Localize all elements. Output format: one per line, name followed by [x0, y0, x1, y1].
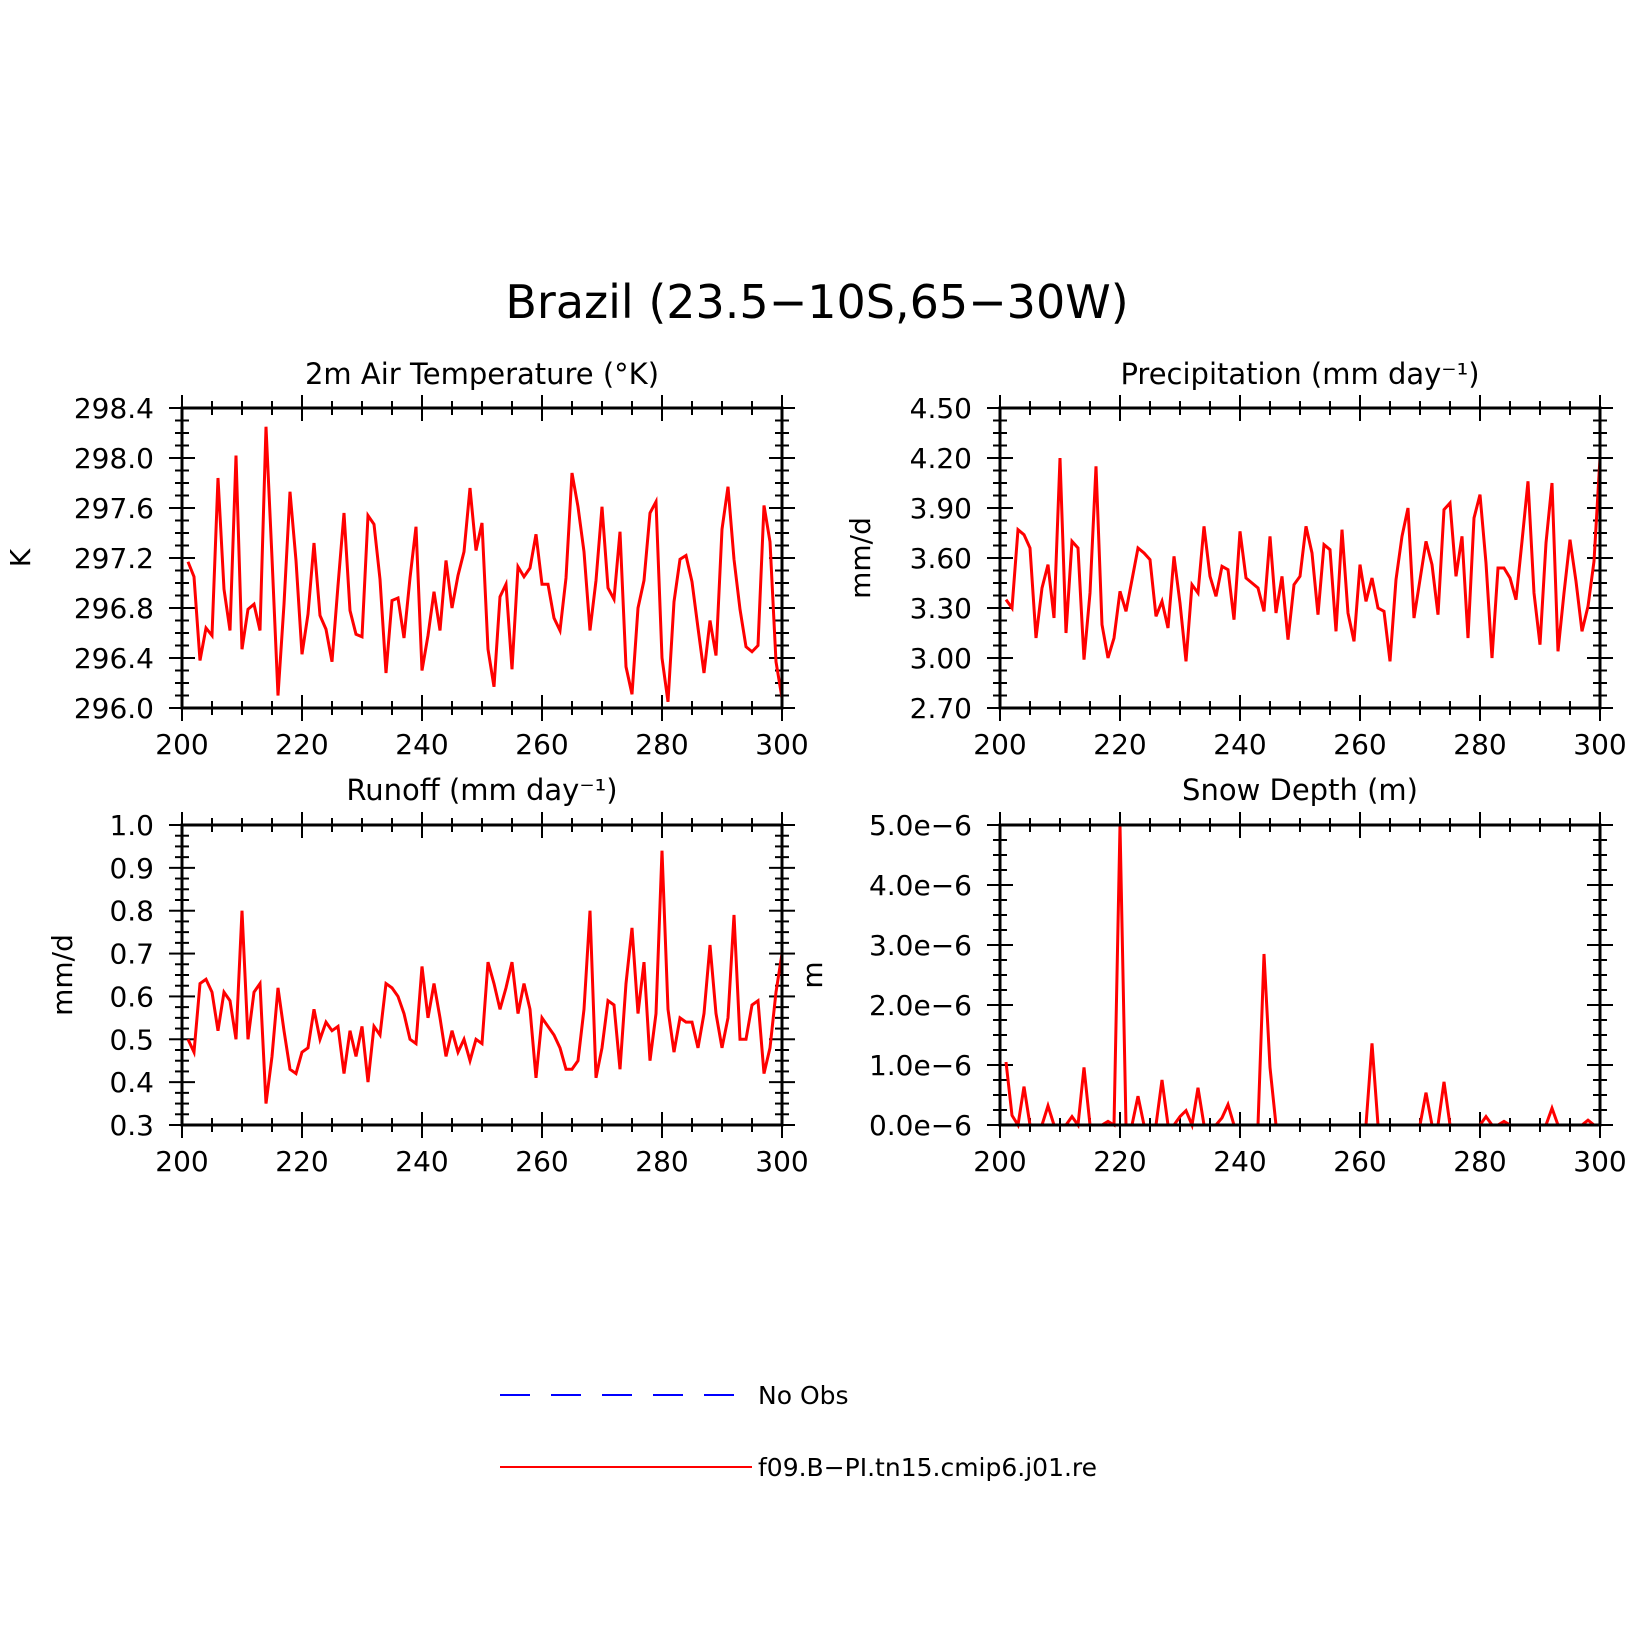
x-tick-label: 240	[1213, 728, 1266, 761]
y-tick-label: 3.90	[910, 492, 972, 525]
x-tick-label: 200	[973, 728, 1026, 761]
y-tick-label: 296.4	[74, 642, 154, 675]
panel-snow-depth: Snow Depth (m) m 200 220 240 260 280 300 0.0e−6 1…	[796, 773, 1627, 1178]
y-tick-label: 3.60	[910, 542, 972, 575]
y-tick-label: 0.9	[109, 852, 154, 885]
x-tick-label: 200	[973, 1145, 1026, 1178]
x-tick-label: 260	[1333, 1145, 1386, 1178]
panel-title: Runoff (mm day⁻¹)	[346, 773, 617, 807]
y-tick-label: 4.20	[910, 442, 972, 475]
y-tick-label: 1.0	[109, 809, 154, 842]
y-axis-label: mm/d	[46, 934, 79, 1016]
y-tick-label: 1.0e−6	[869, 1049, 972, 1082]
x-tick-label: 220	[1093, 1145, 1146, 1178]
x-tick-label: 280	[1453, 728, 1506, 761]
y-tick-label: 297.6	[74, 492, 154, 525]
x-tick-label: 240	[395, 1145, 448, 1178]
x-tick-label: 300	[755, 1145, 808, 1178]
y-tick-label: 296.8	[74, 592, 154, 625]
y-tick-label: 4.0e−6	[869, 869, 972, 902]
y-tick-label: 2.70	[910, 692, 972, 725]
panel-runoff: Runoff (mm day⁻¹) mm/d 200 220 240 260 280 300 0…	[46, 773, 809, 1178]
x-tick-label: 240	[1213, 1145, 1266, 1178]
y-tick-label: 0.6	[109, 980, 154, 1013]
x-tick-label: 280	[635, 728, 688, 761]
y-tick-label: 3.30	[910, 592, 972, 625]
y-axis-label: mm/d	[844, 517, 877, 599]
x-tick-label: 200	[155, 1145, 208, 1178]
panel-precipitation: Precipitation (mm day⁻¹) mm/d 200 220 240 260…	[844, 357, 1627, 761]
x-tick-label: 280	[1453, 1145, 1506, 1178]
x-tick-label: 300	[755, 728, 808, 761]
x-tick-label: 220	[275, 728, 328, 761]
y-tick-label: 2.0e−6	[869, 989, 972, 1022]
y-tick-label: 298.0	[74, 442, 154, 475]
y-axis-label: m	[796, 961, 829, 988]
x-tick-label: 300	[1573, 728, 1626, 761]
x-tick-label: 240	[395, 728, 448, 761]
series-line	[186, 850, 784, 1104]
figure-title: Brazil (23.5−10S,65−30W)	[505, 275, 1128, 329]
plot-frame	[998, 406, 1602, 710]
series-line	[1004, 824, 1600, 1131]
legend: No Obs f09.B−PI.tn15.cmip6.j01.re	[500, 1381, 1097, 1482]
legend-label-model: f09.B−PI.tn15.cmip6.j01.re	[758, 1453, 1097, 1482]
plot-frame	[180, 406, 784, 710]
x-tick-label: 300	[1573, 1145, 1626, 1178]
y-tick-label: 298.4	[74, 392, 154, 425]
y-tick-label: 297.2	[74, 542, 154, 575]
series-line	[1004, 457, 1602, 662]
y-tick-label: 5.0e−6	[869, 809, 972, 842]
y-tick-label: 3.00	[910, 642, 972, 675]
x-tick-label: 260	[1333, 728, 1386, 761]
y-tick-label: 0.5	[109, 1023, 154, 1056]
x-tick-label: 280	[635, 1145, 688, 1178]
series-line	[186, 426, 784, 702]
plot-frame	[180, 823, 784, 1127]
y-tick-label: 3.0e−6	[869, 929, 972, 962]
y-tick-label: 0.7	[109, 938, 154, 971]
y-tick-label: 0.8	[109, 895, 154, 928]
x-tick-label: 220	[1093, 728, 1146, 761]
y-tick-label: 4.50	[910, 392, 972, 425]
y-axis-label: K	[4, 548, 37, 567]
plot-frame	[998, 823, 1602, 1127]
panel-title: Precipitation (mm day⁻¹)	[1120, 357, 1479, 391]
y-tick-label: 0.3	[109, 1109, 154, 1142]
panel-title: Snow Depth (m)	[1182, 773, 1418, 807]
y-tick-label: 296.0	[74, 692, 154, 725]
x-tick-label: 220	[275, 1145, 328, 1178]
y-tick-label: 0.0e−6	[869, 1109, 972, 1142]
tick-marks	[169, 812, 795, 1138]
x-tick-label: 200	[155, 728, 208, 761]
panel-air-temperature: 2m Air Temperature (°K) K 200 220 240 260 280 3…	[4, 357, 809, 761]
panel-title: 2m Air Temperature (°K)	[305, 357, 659, 391]
y-tick-label: 0.4	[109, 1066, 154, 1099]
legend-label-no-obs: No Obs	[758, 1381, 849, 1410]
x-tick-label: 260	[515, 1145, 568, 1178]
x-tick-label: 260	[515, 728, 568, 761]
